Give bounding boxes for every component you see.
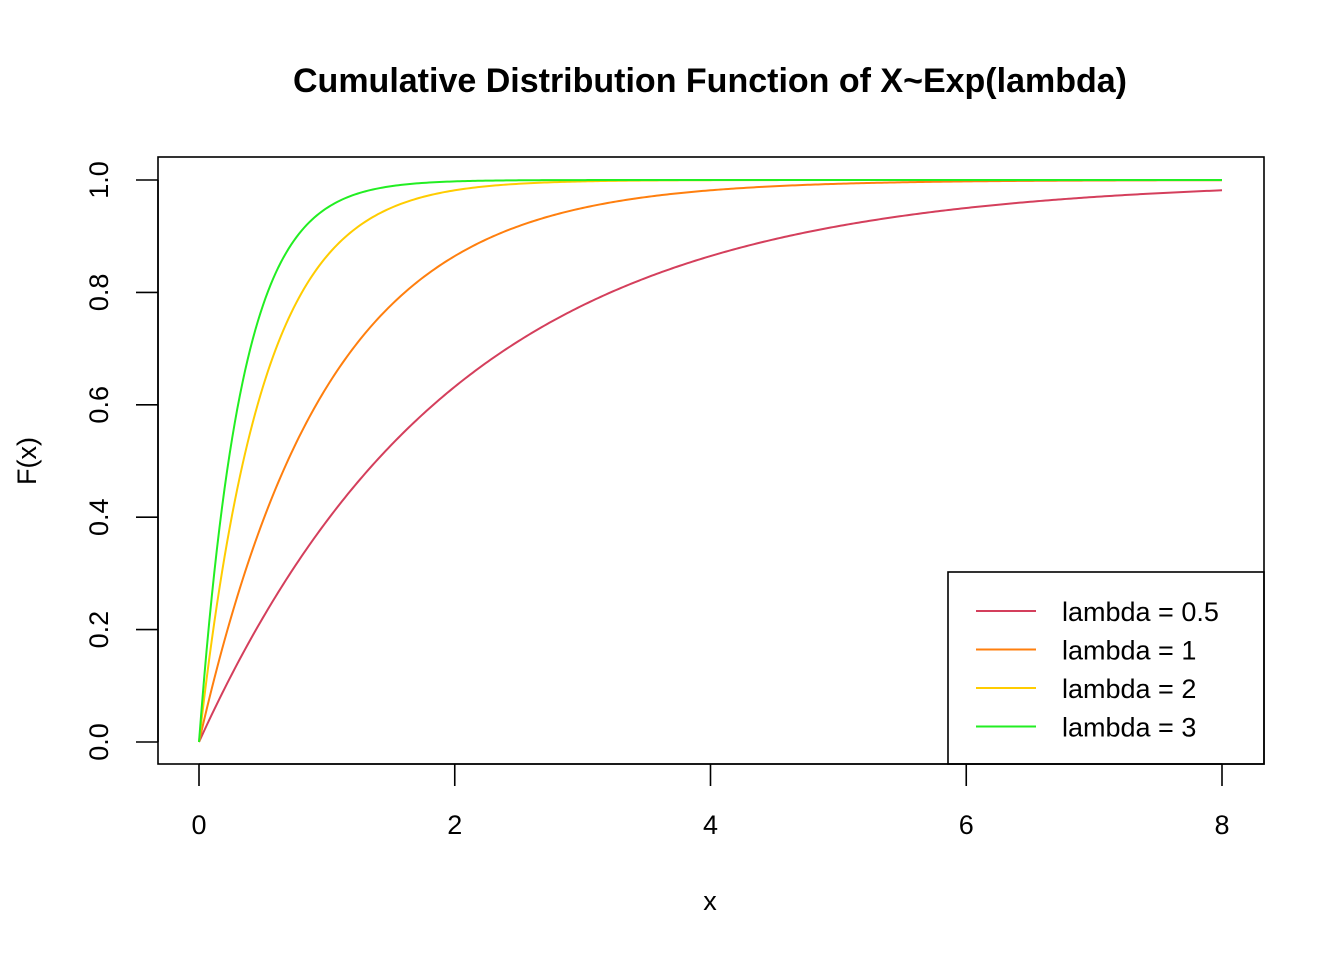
x-axis: 0 2 4 6 8 [191, 763, 1230, 840]
chart-title: Cumulative Distribution Function of X~Ex… [293, 62, 1127, 100]
y-axis-label: F(x) [12, 437, 42, 485]
legend-label: lambda = 3 [1062, 713, 1196, 743]
y-tick-label: 0.0 [84, 723, 114, 761]
x-tick-label: 6 [959, 810, 974, 840]
legend-label: lambda = 1 [1062, 636, 1196, 666]
x-tick-label: 4 [703, 810, 718, 840]
y-tick-label: 0.8 [84, 274, 114, 312]
series-line-4 [198, 179, 1222, 743]
y-tick-label: 0.6 [84, 386, 114, 424]
x-axis-label: x [703, 886, 717, 916]
y-tick-label: 0.2 [84, 611, 114, 649]
series-lines [198, 179, 1223, 743]
legend-label: lambda = 0.5 [1062, 597, 1219, 627]
legend-label: lambda = 2 [1062, 674, 1196, 704]
y-tick-label: 1.0 [84, 161, 114, 199]
x-tick-label: 0 [191, 810, 206, 840]
y-axis: 0.0 0.2 0.4 0.6 0.8 1.0 [84, 161, 159, 761]
x-tick-label: 2 [447, 810, 462, 840]
y-tick-label: 0.4 [84, 498, 114, 536]
legend-box [947, 571, 1265, 765]
plot-frame [157, 156, 1265, 765]
legend: lambda = 0.5 lambda = 1 lambda = 2 lambda =… [947, 571, 1265, 765]
series-line-1 [198, 189, 1223, 743]
x-tick-label: 8 [1214, 810, 1229, 840]
